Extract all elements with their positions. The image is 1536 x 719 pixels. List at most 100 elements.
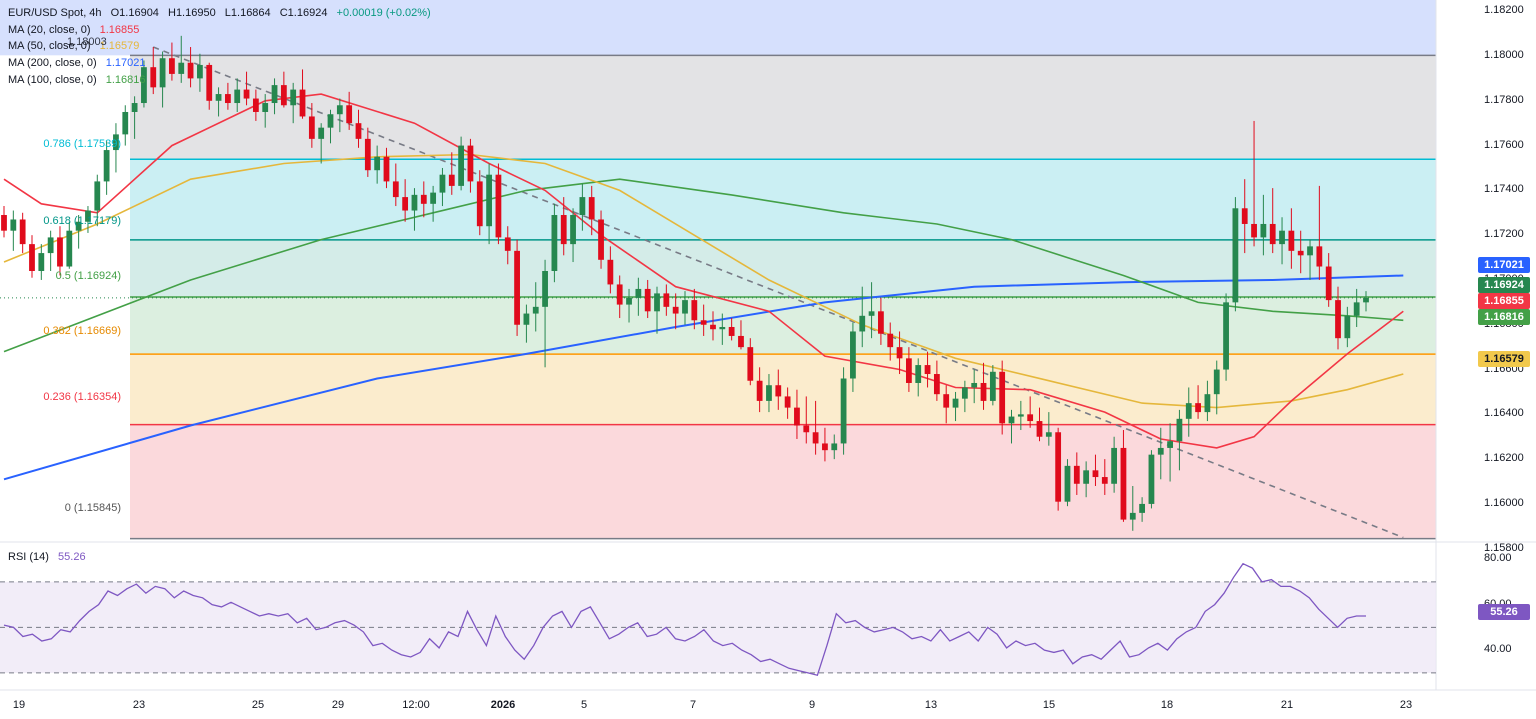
candle (1251, 120, 1257, 247)
candle (402, 179, 409, 222)
candle (1269, 188, 1276, 254)
candle (812, 400, 819, 455)
candle (560, 197, 567, 256)
time-tick-label: 2026 (490, 699, 516, 711)
candle (672, 293, 679, 330)
candle (1008, 409, 1015, 444)
candle (691, 288, 698, 330)
candle (766, 374, 772, 413)
candle-body (206, 64, 213, 101)
rsi-tick-label: 80.00 (1484, 552, 1512, 565)
candle-body (952, 398, 959, 408)
candle-body (224, 94, 231, 104)
candle-body (476, 181, 483, 227)
candle-body (308, 116, 315, 139)
candle (738, 320, 744, 350)
candle-body (971, 382, 978, 388)
candle (887, 322, 894, 361)
candle-body (262, 103, 269, 112)
fib-zone-0.786 (130, 159, 1436, 240)
candle-body (588, 197, 595, 220)
candle-body (1251, 223, 1257, 238)
price-tick-label: 1.18000 (1484, 48, 1524, 61)
candle (989, 365, 996, 406)
ma20-legend[interactable]: MA (20, close, 0) 1.16855 (8, 24, 139, 36)
candle (859, 286, 866, 348)
fib-0786-label: 0.786 (1.17539) (43, 138, 121, 150)
candle-body (1335, 300, 1341, 339)
candle-body (1232, 208, 1239, 303)
fib-0-label: 0 (1.15845) (64, 502, 121, 514)
candle-body (542, 271, 548, 307)
candle-body (915, 365, 922, 383)
symbol-label[interactable]: EUR/USD Spot, 4h (8, 7, 102, 19)
time-tick-label: 23 (132, 699, 146, 711)
candle (644, 279, 651, 319)
candle (103, 141, 110, 195)
candle-body (215, 94, 222, 101)
candle (682, 291, 688, 325)
ma50-legend[interactable]: MA (50, close, 0) 1.16579 (8, 40, 139, 52)
candle-body (878, 311, 884, 334)
candle (94, 174, 101, 227)
candle (999, 360, 1006, 435)
candle-body (943, 394, 950, 408)
candle-body (103, 150, 110, 182)
time-tick-label: 13 (924, 699, 938, 711)
candle (1055, 427, 1062, 511)
time-tick-label: 15 (1042, 699, 1056, 711)
candle (570, 208, 576, 263)
candle-body (1120, 447, 1127, 520)
candle (150, 47, 157, 95)
fib-05-label: 0.5 (1.16924) (55, 270, 121, 282)
candle (822, 427, 828, 462)
candle (728, 318, 735, 341)
candle (458, 136, 465, 191)
candle (169, 42, 175, 81)
candle-body (933, 374, 940, 395)
candle (700, 304, 707, 336)
candle-body (728, 326, 735, 336)
candle (747, 338, 754, 386)
time-tick-label: 19 (12, 699, 26, 711)
candle (262, 94, 269, 128)
candle (626, 288, 632, 323)
candle (710, 311, 716, 341)
candle (1335, 286, 1341, 350)
candle-body (598, 219, 604, 260)
candle (1111, 436, 1118, 493)
ma200-legend[interactable]: MA (200, close, 0) 1.17021 (8, 57, 145, 69)
candle (1, 206, 7, 238)
candle-body (896, 347, 903, 359)
ma20-price-badge: 1.16855 (1478, 293, 1530, 309)
price-tick-label: 1.17200 (1484, 228, 1524, 241)
candle-body (719, 326, 726, 330)
candle-body (905, 358, 912, 383)
candle (234, 78, 241, 112)
candle (654, 286, 660, 334)
candle (122, 105, 129, 146)
candle-body (1139, 503, 1146, 513)
rsi-value: 55.26 (58, 551, 86, 563)
price-tick-label: 1.16200 (1484, 452, 1524, 465)
fib-zone-0.5 (130, 296, 1436, 355)
candle-body (710, 324, 716, 330)
candle (971, 369, 978, 404)
rsi-legend[interactable]: RSI (14) 55.26 (8, 551, 86, 563)
candle (588, 185, 595, 236)
fib-1-overlap-label: 1.18003 (67, 36, 107, 48)
candle-body (1083, 470, 1090, 484)
candle-body (560, 215, 567, 245)
fib-0236-label: 0.236 (1.16354) (43, 391, 121, 403)
ma100-legend[interactable]: MA (100, close, 0) 1.16816 (8, 74, 145, 86)
candle-body (1363, 297, 1369, 303)
candle-body (420, 194, 427, 204)
close-value: C1.16924 (279, 7, 328, 19)
rsi-value-badge: 55.26 (1478, 604, 1530, 620)
ma50-price-badge: 1.16579 (1478, 351, 1530, 367)
candle-body (682, 300, 688, 314)
candle-body (318, 127, 325, 139)
fib-0618-label: 0.618 (1.17179) (43, 215, 121, 227)
candle-body (1269, 223, 1276, 245)
